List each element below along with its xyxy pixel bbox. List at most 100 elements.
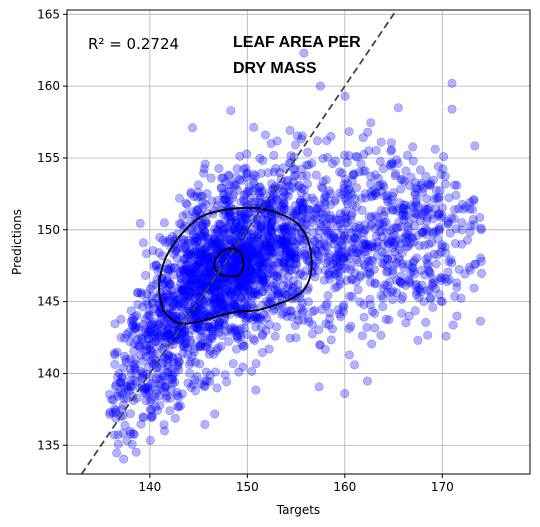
data-point — [251, 284, 261, 294]
data-point — [199, 305, 209, 315]
data-point — [456, 293, 466, 303]
data-point — [336, 230, 346, 240]
data-point — [250, 171, 260, 181]
data-point — [244, 266, 254, 276]
data-point — [333, 271, 343, 281]
data-point — [340, 210, 350, 220]
data-point — [219, 188, 229, 198]
data-point — [279, 240, 289, 250]
data-point — [226, 217, 236, 227]
data-point — [393, 103, 403, 113]
data-point — [109, 430, 119, 440]
data-point — [251, 272, 261, 282]
data-point — [202, 376, 212, 386]
data-point — [285, 266, 295, 276]
data-point — [273, 258, 283, 268]
data-point — [183, 343, 193, 353]
data-point — [324, 320, 334, 330]
data-point — [338, 254, 348, 264]
data-point — [214, 237, 224, 247]
data-point — [347, 292, 357, 302]
data-point — [340, 150, 350, 160]
data-point — [388, 205, 398, 215]
data-point — [128, 321, 138, 331]
data-point — [287, 312, 297, 322]
data-point — [187, 269, 197, 279]
data-point — [175, 267, 185, 277]
data-point — [199, 231, 209, 241]
data-point — [308, 306, 318, 316]
data-point — [325, 308, 335, 318]
data-point — [207, 333, 217, 343]
data-point — [335, 260, 345, 270]
data-point — [257, 331, 267, 341]
data-point — [166, 367, 176, 377]
data-point — [181, 246, 191, 256]
data-point — [236, 197, 246, 207]
data-point — [168, 300, 178, 310]
data-point — [257, 274, 267, 284]
data-point — [364, 263, 374, 273]
data-point — [279, 258, 289, 268]
data-point — [161, 238, 171, 248]
data-point — [362, 269, 372, 279]
data-point — [220, 292, 230, 302]
data-point — [312, 257, 322, 267]
data-point — [280, 258, 290, 268]
data-point — [168, 232, 178, 242]
data-point — [283, 231, 293, 241]
data-point — [191, 246, 201, 256]
data-point — [342, 158, 352, 168]
data-point — [343, 184, 353, 194]
data-point — [255, 182, 265, 192]
data-point — [188, 380, 198, 390]
data-point — [335, 279, 345, 289]
data-point — [163, 368, 173, 378]
data-point — [191, 278, 201, 288]
data-point — [255, 268, 265, 278]
data-point — [183, 280, 193, 290]
data-point — [201, 259, 211, 269]
data-point — [174, 392, 184, 402]
data-point — [193, 301, 203, 311]
data-point — [295, 195, 305, 205]
data-point — [108, 408, 118, 418]
data-point — [321, 207, 331, 217]
data-point — [207, 307, 217, 317]
data-point — [115, 377, 125, 387]
data-point — [291, 239, 301, 249]
data-point — [238, 219, 248, 229]
data-point — [315, 219, 325, 229]
data-point — [230, 226, 240, 236]
data-point — [382, 280, 392, 290]
data-point — [431, 226, 441, 236]
data-point — [401, 280, 411, 290]
data-point — [317, 246, 327, 256]
data-point — [245, 280, 255, 290]
data-point — [398, 234, 408, 244]
data-point — [272, 270, 282, 280]
data-point — [215, 234, 225, 244]
data-point — [415, 216, 425, 226]
data-point — [144, 310, 154, 320]
data-point — [217, 301, 227, 311]
data-point — [194, 280, 204, 290]
data-point — [215, 279, 225, 289]
data-point — [428, 214, 438, 224]
data-point — [210, 409, 220, 419]
data-point — [281, 190, 291, 200]
data-point — [200, 322, 210, 332]
data-point — [254, 314, 264, 324]
data-point — [133, 341, 143, 351]
data-point — [224, 171, 234, 181]
data-point — [233, 288, 243, 298]
data-point — [230, 324, 240, 334]
data-point — [284, 280, 294, 290]
data-point — [270, 182, 280, 192]
data-point — [257, 329, 267, 339]
data-point — [249, 252, 259, 262]
data-point — [400, 200, 410, 210]
data-point — [245, 244, 255, 254]
data-point — [126, 409, 136, 419]
